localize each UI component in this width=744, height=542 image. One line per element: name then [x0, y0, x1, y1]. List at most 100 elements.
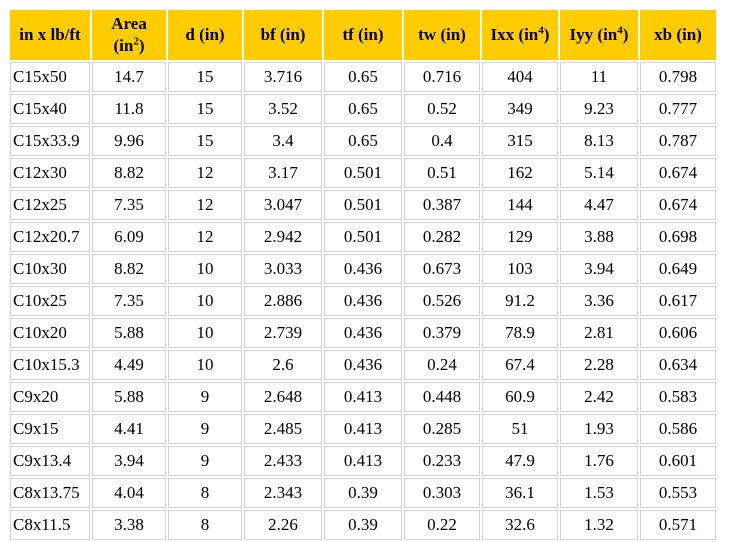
cell-web-thickness: 0.52: [404, 94, 480, 124]
cell-flange-thickness: 0.501: [324, 190, 402, 220]
cell-flange-width: 2.6: [244, 350, 322, 380]
cell-xb: 0.674: [640, 190, 716, 220]
cell-designation: C10x20: [10, 318, 90, 348]
cell-xb: 0.571: [640, 510, 716, 540]
cell-area: 7.35: [92, 286, 166, 316]
cell-designation: C10x25: [10, 286, 90, 316]
cell-ixx: 47.9: [482, 446, 558, 476]
cell-area: 11.8: [92, 94, 166, 124]
cell-ixx: 129: [482, 222, 558, 252]
cell-web-thickness: 0.673: [404, 254, 480, 284]
cell-ixx: 349: [482, 94, 558, 124]
cell-area: 3.94: [92, 446, 166, 476]
cell-web-thickness: 0.448: [404, 382, 480, 412]
cell-iyy: 3.36: [560, 286, 638, 316]
cell-flange-width: 3.047: [244, 190, 322, 220]
cell-xb: 0.798: [640, 62, 716, 92]
cell-web-thickness: 0.233: [404, 446, 480, 476]
table-row: C9x20 5.88 9 2.648 0.413 0.448 60.9 2.42 0.583: [10, 382, 716, 412]
cell-flange-width: 2.26: [244, 510, 322, 540]
cell-iyy: 9.23: [560, 94, 638, 124]
header-flange-width: bf (in): [244, 10, 322, 60]
cell-flange-width: 3.52: [244, 94, 322, 124]
header-web-thickness: tw (in): [404, 10, 480, 60]
table-row: C9x13.4 3.94 9 2.433 0.413 0.233 47.9 1.76 0.601: [10, 446, 716, 476]
cell-iyy: 2.28: [560, 350, 638, 380]
cell-ixx: 144: [482, 190, 558, 220]
header-ixx: Ixx (in4): [482, 10, 558, 60]
cell-web-thickness: 0.22: [404, 510, 480, 540]
header-depth: d (in): [168, 10, 242, 60]
cell-web-thickness: 0.379: [404, 318, 480, 348]
cell-flange-width: 3.033: [244, 254, 322, 284]
cell-ixx: 315: [482, 126, 558, 156]
cell-ixx: 32.6: [482, 510, 558, 540]
cell-depth: 10: [168, 318, 242, 348]
cell-flange-thickness: 0.413: [324, 382, 402, 412]
cell-area: 8.82: [92, 158, 166, 188]
table-row: C10x25 7.35 10 2.886 0.436 0.526 91.2 3.36 0.617: [10, 286, 716, 316]
cell-web-thickness: 0.24: [404, 350, 480, 380]
cell-iyy: 2.81: [560, 318, 638, 348]
cell-depth: 10: [168, 254, 242, 284]
cell-xb: 0.698: [640, 222, 716, 252]
cell-designation: C12x25: [10, 190, 90, 220]
cell-flange-width: 3.716: [244, 62, 322, 92]
cell-area: 7.35: [92, 190, 166, 220]
table-row: C15x40 11.8 15 3.52 0.65 0.52 349 9.23 0.777: [10, 94, 716, 124]
cell-iyy: 5.14: [560, 158, 638, 188]
cell-web-thickness: 0.716: [404, 62, 480, 92]
cell-iyy: 1.93: [560, 414, 638, 444]
cell-depth: 8: [168, 510, 242, 540]
cell-flange-thickness: 0.436: [324, 254, 402, 284]
header-flange-thickness: tf (in): [324, 10, 402, 60]
cell-xb: 0.606: [640, 318, 716, 348]
cell-xb: 0.674: [640, 158, 716, 188]
cell-ixx: 36.1: [482, 478, 558, 508]
cell-designation: C15x50: [10, 62, 90, 92]
cell-iyy: 3.94: [560, 254, 638, 284]
cell-iyy: 8.13: [560, 126, 638, 156]
cell-designation: C12x30: [10, 158, 90, 188]
cell-xb: 0.586: [640, 414, 716, 444]
cell-flange-thickness: 0.413: [324, 414, 402, 444]
cell-iyy: 4.47: [560, 190, 638, 220]
cell-designation: C9x13.4: [10, 446, 90, 476]
cell-designation: C10x30: [10, 254, 90, 284]
cell-ixx: 91.2: [482, 286, 558, 316]
cell-xb: 0.777: [640, 94, 716, 124]
cell-depth: 10: [168, 350, 242, 380]
cell-flange-thickness: 0.501: [324, 222, 402, 252]
cell-xb: 0.583: [640, 382, 716, 412]
cell-flange-width: 2.485: [244, 414, 322, 444]
cell-ixx: 103: [482, 254, 558, 284]
cell-area: 3.38: [92, 510, 166, 540]
header-xb: xb (in): [640, 10, 716, 60]
cell-flange-width: 3.4: [244, 126, 322, 156]
cell-web-thickness: 0.4: [404, 126, 480, 156]
cell-area: 14.7: [92, 62, 166, 92]
header-row: in x lb/ft Area (in2) d (in) bf (in) tf (…: [10, 10, 716, 60]
cell-flange-thickness: 0.39: [324, 478, 402, 508]
cell-iyy: 1.53: [560, 478, 638, 508]
cell-flange-width: 2.433: [244, 446, 322, 476]
cell-designation: C15x40: [10, 94, 90, 124]
cell-flange-thickness: 0.65: [324, 126, 402, 156]
cell-iyy: 11: [560, 62, 638, 92]
channel-properties-table: in x lb/ft Area (in2) d (in) bf (in) tf (…: [8, 8, 718, 542]
cell-web-thickness: 0.303: [404, 478, 480, 508]
table-row: C8x13.75 4.04 8 2.343 0.39 0.303 36.1 1.53 0.553: [10, 478, 716, 508]
cell-flange-width: 2.886: [244, 286, 322, 316]
cell-depth: 10: [168, 286, 242, 316]
cell-web-thickness: 0.282: [404, 222, 480, 252]
cell-depth: 9: [168, 414, 242, 444]
cell-web-thickness: 0.285: [404, 414, 480, 444]
cell-area: 5.88: [92, 382, 166, 412]
cell-flange-thickness: 0.65: [324, 94, 402, 124]
table-row: C10x30 8.82 10 3.033 0.436 0.673 103 3.94 0.649: [10, 254, 716, 284]
table-row: C12x20.7 6.09 12 2.942 0.501 0.282 129 3.88 0.69…: [10, 222, 716, 252]
cell-depth: 15: [168, 94, 242, 124]
cell-designation: C12x20.7: [10, 222, 90, 252]
cell-flange-width: 2.739: [244, 318, 322, 348]
cell-depth: 12: [168, 158, 242, 188]
